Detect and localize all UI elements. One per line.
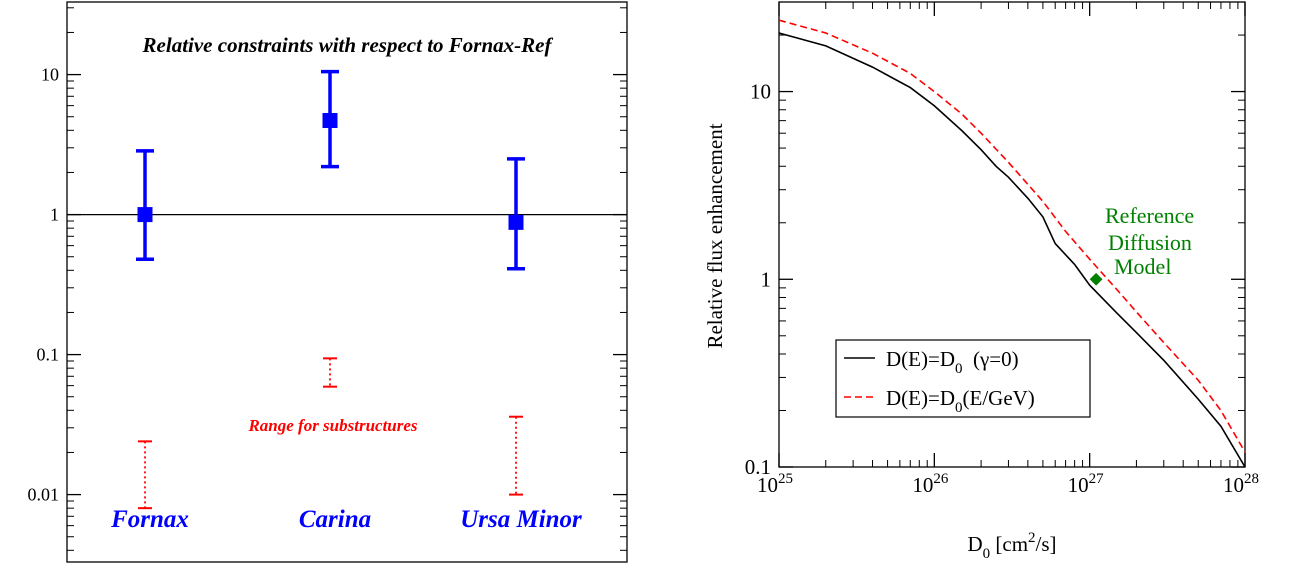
annotation: Reference Diffusion Model bbox=[1105, 203, 1194, 279]
galaxy-label: Fornax bbox=[110, 506, 189, 533]
substructure-label: Range for substructures bbox=[247, 416, 417, 435]
y-axis-label: Relative flux enhancement bbox=[703, 123, 727, 348]
annotation-line-1: Reference bbox=[1105, 203, 1194, 228]
galaxy-label: Ursa Minor bbox=[460, 506, 582, 533]
left-panel: 0.01 0.1 1 10 Relative constraints with res… bbox=[28, 1, 628, 563]
legend-box bbox=[835, 339, 1091, 418]
series-line-2 bbox=[778, 19, 1246, 453]
legend: D(E)=D0 (γ=0) D(E)=D0(E/GeV) bbox=[835, 339, 1091, 418]
x-axis-label: D0 [cm2/s] bbox=[967, 530, 1056, 562]
galaxy-labels: Fornax Carina Ursa Minor bbox=[110, 506, 582, 533]
right-plot-frame bbox=[778, 1, 1246, 468]
right-y-tick-label: 10 bbox=[750, 80, 771, 104]
right-panel: 1025 1026 1027 1028 0.1 1 10 Reference Diffus… bbox=[703, 1, 1259, 562]
right-x-tick-label: 1028 bbox=[1223, 471, 1259, 497]
legend-label-series-1: D(E)=D0 (γ=0) bbox=[886, 347, 1019, 377]
annotation-line-3: Model bbox=[1114, 254, 1171, 279]
left-plot-frame bbox=[66, 1, 628, 563]
left-y-axis: 0.01 0.1 1 10 bbox=[28, 7, 627, 551]
reference-diamond-marker bbox=[1089, 272, 1103, 286]
constraint-marker bbox=[322, 112, 338, 128]
right-x-axis: 1025 1026 1027 1028 bbox=[757, 2, 1259, 497]
right-y-axis: 0.1 1 10 bbox=[745, 1, 1245, 479]
right-x-tick-label: 1027 bbox=[1068, 471, 1105, 497]
galaxy-label: Carina bbox=[299, 506, 371, 533]
constraint-marker bbox=[508, 214, 524, 230]
left-y-tick-label: 10 bbox=[41, 65, 59, 85]
reference-point bbox=[1089, 272, 1103, 286]
left-y-tick-label: 0.1 bbox=[37, 345, 60, 365]
left-y-tick-label: 1 bbox=[50, 205, 59, 225]
legend-label-series-2: D(E)=D0(E/GeV) bbox=[886, 386, 1035, 416]
series-line-1 bbox=[778, 32, 1246, 468]
right-y-tick-label: 1 bbox=[761, 267, 772, 291]
constraint-error-bars bbox=[136, 69, 525, 271]
annotation-line-2: Diffusion bbox=[1108, 230, 1192, 255]
right-x-tick-label: 1026 bbox=[912, 471, 949, 497]
right-x-tick-label: 1025 bbox=[757, 471, 793, 497]
right-y-tick-label: 0.1 bbox=[745, 455, 771, 479]
substructure-ranges bbox=[138, 357, 523, 510]
left-title: Relative constraints with respect to For… bbox=[142, 33, 554, 57]
constraint-marker bbox=[137, 207, 153, 223]
series-lines bbox=[778, 19, 1246, 468]
left-y-tick-label: 0.01 bbox=[28, 485, 60, 505]
